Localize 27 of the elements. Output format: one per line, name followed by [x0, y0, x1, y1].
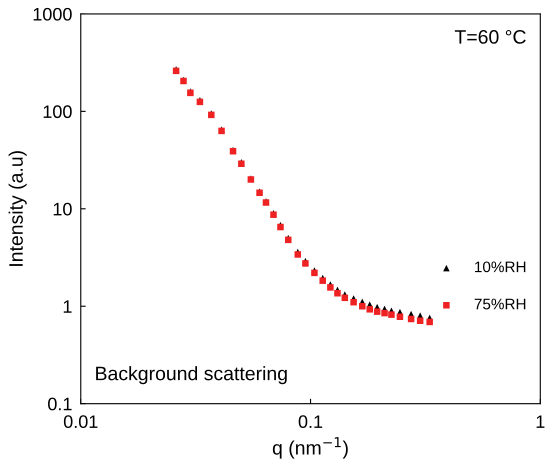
point [302, 260, 309, 267]
y-tick-label: 1 [64, 300, 72, 313]
point [294, 251, 302, 258]
x-axis-title: q (nm$^{−1}$) [272, 437, 348, 459]
point [374, 308, 380, 315]
x-tick-label: 0.1 [298, 415, 322, 428]
point [311, 270, 318, 276]
y-tick-label: 1000 [34, 8, 72, 21]
legend-label: 75%RH [474, 298, 526, 310]
y-axis-title: Intensity (a.u) [8, 151, 27, 266]
y-tick-label: 100 [44, 105, 72, 118]
point [342, 294, 348, 302]
point [327, 284, 334, 291]
point [319, 277, 326, 284]
y-tick-label: 10 [54, 202, 72, 216]
point [334, 290, 341, 296]
point [416, 317, 424, 324]
point [408, 316, 414, 322]
legend-label: 10%RH [475, 261, 526, 272]
annotation: Background scattering [96, 366, 287, 384]
point [350, 298, 357, 306]
annotation: T=60 °C [454, 30, 526, 44]
point [366, 306, 373, 313]
x-tick-label: 0.01 [64, 415, 98, 428]
y-tick-label: 0.1 [48, 398, 72, 410]
point [359, 302, 366, 310]
x-tick-label: 1 [536, 415, 544, 428]
